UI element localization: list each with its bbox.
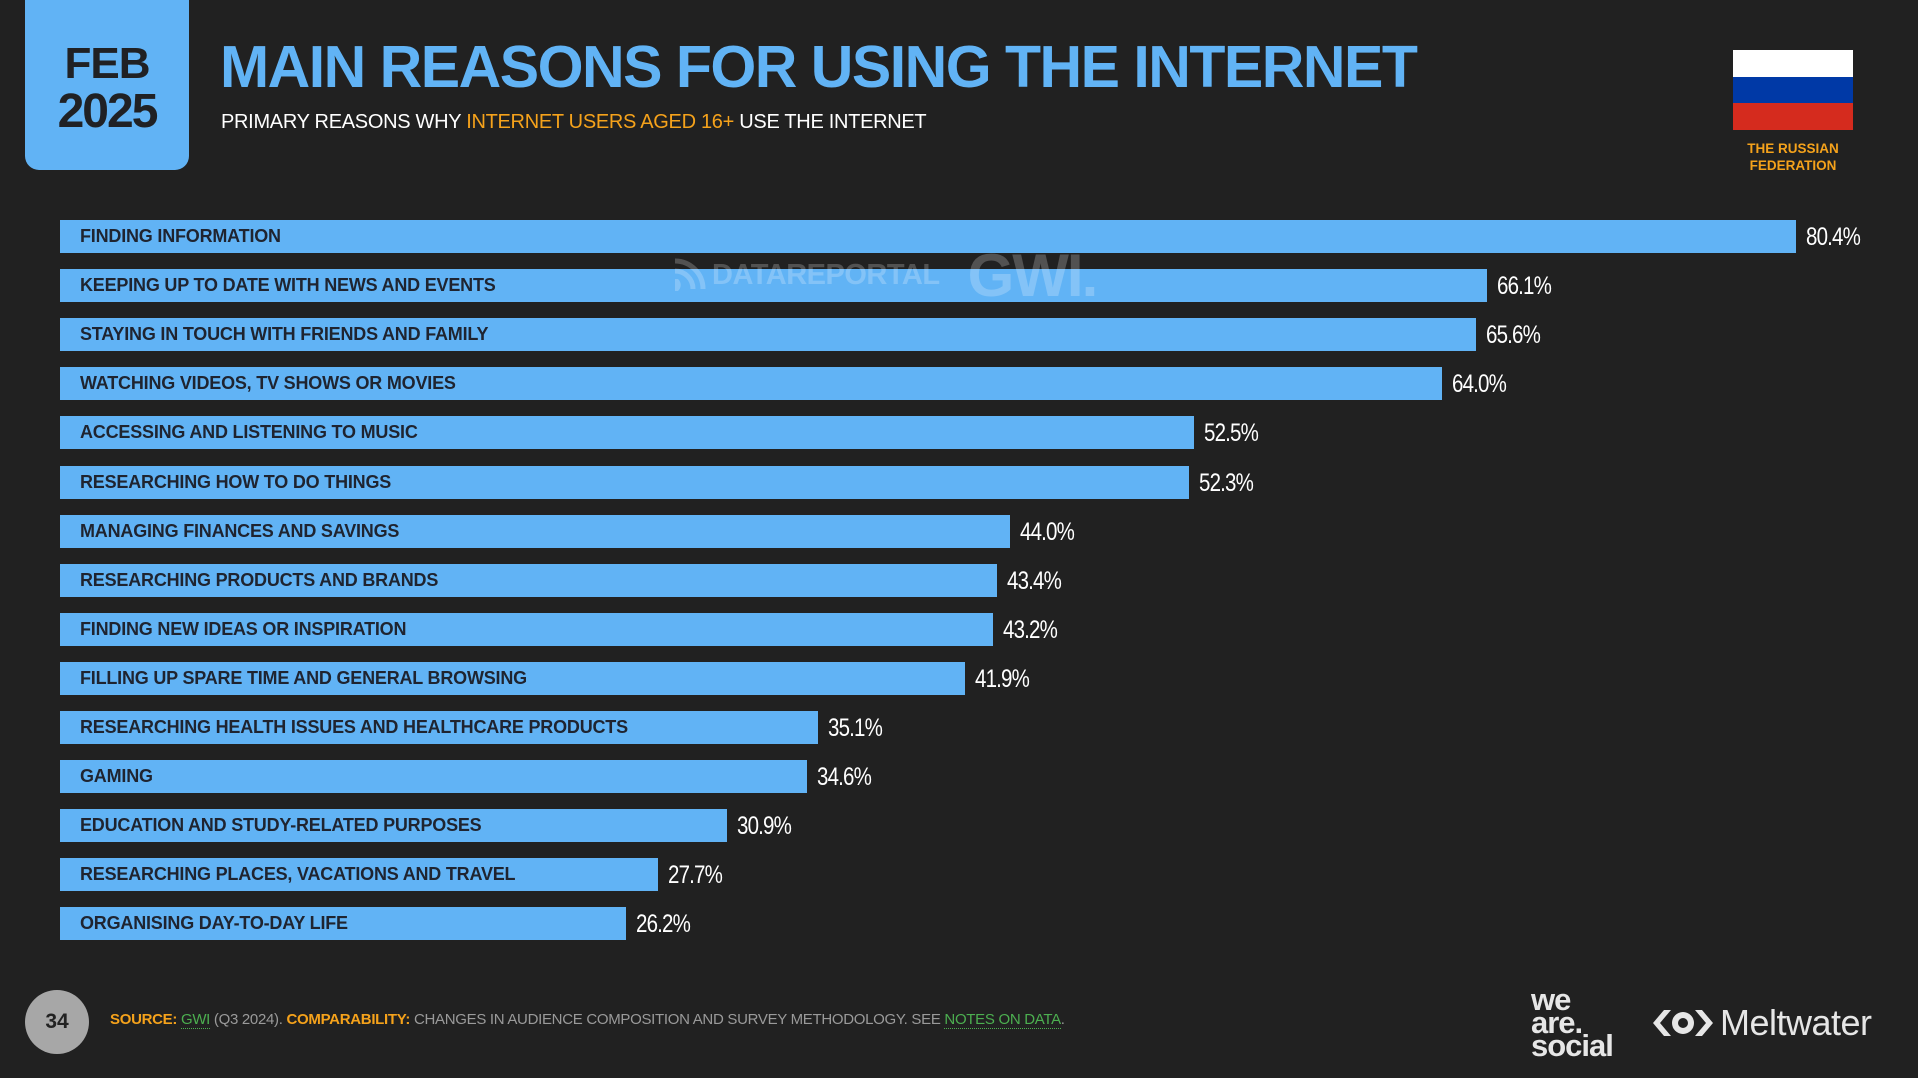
bar-label: GAMING bbox=[80, 766, 153, 787]
bar-row: FINDING NEW IDEAS OR INSPIRATION 43.2% bbox=[60, 612, 1113, 646]
subtitle-pre: PRIMARY REASONS WHY bbox=[221, 111, 467, 133]
bar-label: KEEPING UP TO DATE WITH NEWS AND EVENTS bbox=[80, 275, 496, 296]
bar-value: 30.9% bbox=[737, 812, 792, 841]
bar-value: 26.2% bbox=[635, 910, 691, 939]
notes-on-data-link[interactable]: NOTES ON DATA bbox=[944, 1011, 1061, 1029]
bar-label: RESEARCHING HEALTH ISSUES AND HEALTHCARE… bbox=[80, 717, 628, 737]
bar-row: EDUCATION AND STUDY-RELATED PURPOSES 30.9… bbox=[60, 809, 847, 843]
bar-value: 35.1% bbox=[827, 714, 883, 742]
bar-row: RESEARCHING HEALTH ISSUES AND HEALTHCARE… bbox=[60, 711, 938, 744]
country-name-line2: FEDERATION bbox=[1749, 158, 1837, 173]
bar-label: RESEARCHING PRODUCTS AND BRANDS bbox=[80, 569, 439, 590]
bar-value: 66.1% bbox=[1497, 272, 1552, 301]
meltwater-logo: Meltwater bbox=[1650, 1002, 1872, 1044]
country-name: THE RUSSIAN FEDERATION bbox=[1733, 140, 1853, 174]
logo-social: social bbox=[1531, 1028, 1614, 1063]
page-title: MAIN REASONS FOR USING THE INTERNET bbox=[220, 34, 1418, 100]
bar bbox=[60, 760, 808, 794]
bar-label: EDUCATION AND STUDY-RELATED PURPOSES bbox=[80, 815, 482, 836]
bar-label: FILLING UP SPARE TIME AND GENERAL BROWSI… bbox=[80, 667, 527, 688]
bar-value: 52.3% bbox=[1199, 468, 1254, 497]
bar-value: 65.6% bbox=[1486, 321, 1541, 350]
meltwater-eye-icon bbox=[1653, 1010, 1713, 1036]
bar-value: 64.0% bbox=[1451, 370, 1507, 399]
flag-stripe-red bbox=[1733, 103, 1853, 131]
bar-value: 43.2% bbox=[1002, 615, 1058, 644]
bar-value: 27.7% bbox=[668, 861, 723, 890]
bar bbox=[60, 465, 1190, 499]
bar-label: FINDING NEW IDEAS OR INSPIRATION bbox=[80, 618, 407, 639]
bar bbox=[60, 318, 1477, 352]
bar-row: ORGANISING DAY-TO-DAY LIFE 26.2% bbox=[60, 907, 746, 941]
bar-value: 43.4% bbox=[1007, 566, 1062, 595]
date-month: FEB bbox=[64, 39, 151, 88]
bar-label: RESEARCHING PLACES, VACATIONS AND TRAVEL bbox=[80, 864, 516, 885]
date-badge: FEB 2025 bbox=[25, 0, 189, 170]
bar-value: 34.6% bbox=[817, 763, 872, 792]
bar-row: FINDING INFORMATION 80.4% bbox=[60, 220, 1916, 253]
flag-stripe-white bbox=[1733, 50, 1853, 77]
bar-row: WATCHING VIDEOS, TV SHOWS OR MOVIES 64.0% bbox=[60, 367, 1562, 401]
flag-stripe-blue bbox=[1733, 76, 1853, 104]
bar bbox=[60, 367, 1442, 401]
bar-label: ACCESSING AND LISTENING TO MUSIC bbox=[80, 422, 418, 443]
country-name-line1: THE RUSSIAN bbox=[1747, 141, 1839, 156]
comparability-text: CHANGES IN AUDIENCE COMPOSITION AND SURV… bbox=[410, 1011, 945, 1028]
bar-label: RESEARCHING HOW TO DO THINGS bbox=[80, 471, 392, 492]
bar-row: STAYING IN TOUCH WITH FRIENDS AND FAMILY… bbox=[60, 318, 1596, 352]
bar-row: GAMING 34.6% bbox=[60, 760, 927, 794]
bar bbox=[60, 661, 965, 695]
meltwater-text: Meltwater bbox=[1720, 1002, 1872, 1043]
bar bbox=[60, 612, 993, 646]
bar bbox=[60, 858, 659, 892]
bar bbox=[60, 711, 818, 744]
bar-row: FILLING UP SPARE TIME AND GENERAL BROWSI… bbox=[60, 661, 1085, 695]
bar bbox=[60, 809, 728, 843]
bar-label: MANAGING FINANCES AND SAVINGS bbox=[80, 520, 400, 541]
logo-are: are. bbox=[1531, 1005, 1583, 1040]
bar bbox=[60, 907, 626, 941]
bar-label: WATCHING VIDEOS, TV SHOWS OR MOVIES bbox=[80, 373, 456, 394]
footer-end: . bbox=[1060, 1011, 1065, 1028]
page-number: 34 bbox=[25, 990, 89, 1054]
bar-label: FINDING INFORMATION bbox=[80, 226, 281, 246]
bar bbox=[60, 269, 1488, 303]
bar-value: 41.9% bbox=[974, 664, 1030, 693]
source-link-gwi[interactable]: GWI bbox=[180, 1011, 211, 1029]
source-detail: (Q3 2024). bbox=[210, 1011, 287, 1028]
comparability-key: COMPARABILITY: bbox=[286, 1011, 411, 1028]
bar-row: RESEARCHING PRODUCTS AND BRANDS 43.4% bbox=[60, 563, 1117, 597]
bar-value: 80.4% bbox=[1806, 223, 1861, 251]
bar-label: STAYING IN TOUCH WITH FRIENDS AND FAMILY bbox=[80, 324, 489, 345]
bar-row: MANAGING FINANCES AND SAVINGS 44.0% bbox=[60, 514, 1130, 548]
bar-row: RESEARCHING HOW TO DO THINGS 52.3% bbox=[60, 465, 1309, 499]
source-key: SOURCE: bbox=[110, 1011, 178, 1028]
bar bbox=[60, 563, 998, 597]
bar-label: ORGANISING DAY-TO-DAY LIFE bbox=[80, 913, 348, 934]
subtitle-post: USE THE INTERNET bbox=[734, 111, 927, 133]
bar-row: RESEARCHING PLACES, VACATIONS AND TRAVEL… bbox=[60, 858, 778, 892]
russia-flag-icon bbox=[1733, 50, 1853, 131]
bar-value: 44.0% bbox=[1020, 517, 1075, 546]
bar bbox=[60, 416, 1194, 450]
bar-chart: FINDING INFORMATION 80.4% KEEPING UP TO DA… bbox=[60, 220, 1916, 941]
bar bbox=[60, 220, 1796, 253]
page-subtitle: PRIMARY REASONS WHY INTERNET USERS AGED … bbox=[221, 111, 927, 134]
bar-row: KEEPING UP TO DATE WITH NEWS AND EVENTS 6… bbox=[60, 269, 1607, 303]
subtitle-highlight: INTERNET USERS AGED 16+ bbox=[466, 111, 735, 133]
footer-source: SOURCE: GWI (Q3 2024). COMPARABILITY: CH… bbox=[110, 1011, 1065, 1029]
we-are-social-logo: we are. social bbox=[1531, 982, 1614, 1063]
date-year: 2025 bbox=[57, 85, 159, 138]
bar bbox=[60, 514, 1011, 548]
bar-row: ACCESSING AND LISTENING TO MUSIC 52.5% bbox=[60, 416, 1314, 450]
logo-we: we bbox=[1531, 982, 1571, 1017]
bar-value: 52.5% bbox=[1203, 419, 1259, 448]
